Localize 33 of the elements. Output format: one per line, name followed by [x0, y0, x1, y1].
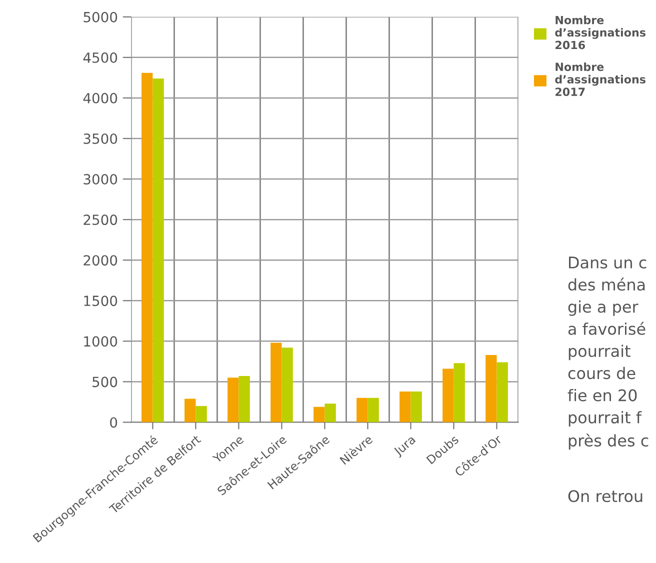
y-tick-label: 5000 [84, 12, 118, 22]
y-tick-label: 1500 [84, 296, 118, 306]
y-tick-label: 3500 [84, 133, 118, 144]
text: Dans un c des ména gie a per a favorisé pourrait cours de fie en 20 pourrait f près des c [568, 256, 648, 450]
y-tick-label: 3000 [84, 174, 118, 185]
y-tick-label: 2500 [84, 214, 118, 226]
text: On retrou [568, 490, 642, 502]
legend-label: Nombre d’assignations 2016 [555, 16, 646, 50]
bar [270, 342, 282, 422]
y-tick-label: 2000 [84, 255, 118, 266]
bar [196, 406, 207, 422]
y-tick-label: 4000 [83, 92, 118, 104]
bar [454, 363, 465, 422]
y-tick-label: 0 [110, 417, 118, 428]
legend-label: Nombre d’assignations 2017 [555, 62, 646, 96]
bar [400, 391, 411, 422]
bar [152, 78, 164, 422]
y-tick-label: 500 [92, 376, 118, 388]
bar [238, 376, 250, 422]
bar [228, 378, 239, 422]
bar [410, 391, 422, 422]
bar [324, 404, 336, 422]
bar [442, 368, 454, 422]
bar [368, 398, 379, 422]
bar [184, 398, 196, 422]
bar [142, 72, 153, 422]
bar [282, 348, 293, 422]
y-tick-label: 1000 [84, 336, 118, 347]
bar [356, 398, 368, 422]
bar [486, 354, 497, 422]
y-tick-label: 4500 [83, 52, 118, 63]
bar [496, 362, 508, 422]
bar [314, 406, 325, 422]
